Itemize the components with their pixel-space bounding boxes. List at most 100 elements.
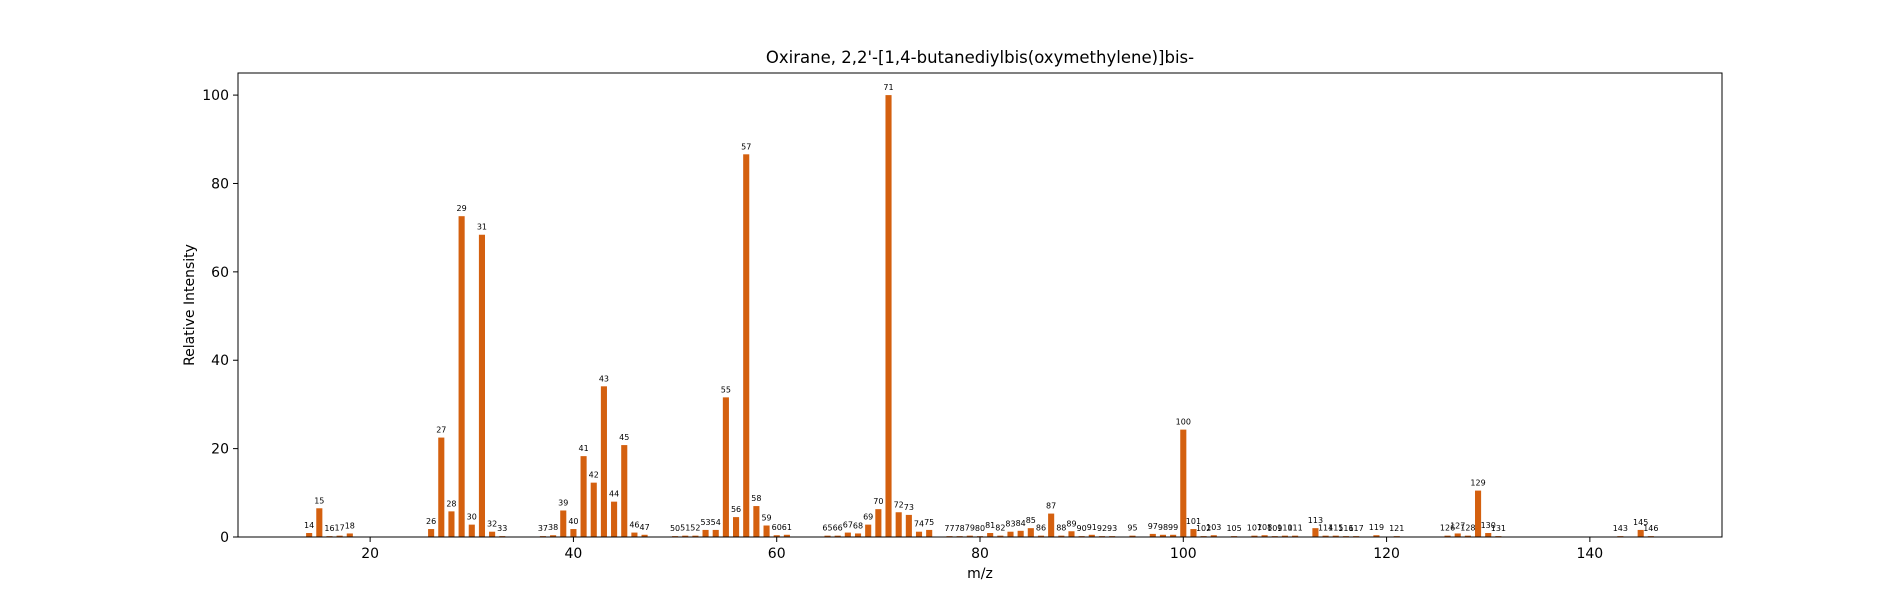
peak-bar-mz-66	[834, 535, 841, 537]
x-tick-label: 40	[565, 546, 583, 562]
peak-label-mz-74: 74	[914, 520, 924, 529]
peak-label-mz-27: 27	[436, 426, 446, 435]
peak-bar-mz-128	[1464, 535, 1471, 537]
peak-bar-mz-68	[854, 533, 862, 537]
peak-label-mz-32: 32	[487, 520, 497, 529]
peak-label-mz-98: 98	[1158, 523, 1168, 532]
peak-label-mz-40: 40	[568, 517, 578, 526]
peak-label-mz-37: 37	[538, 524, 548, 533]
peak-label-mz-111: 111	[1287, 524, 1302, 533]
peak-label-mz-95: 95	[1127, 524, 1137, 533]
y-tick-label: 60	[211, 265, 229, 281]
peak-label-mz-56: 56	[731, 505, 741, 514]
peak-bar-mz-98	[1159, 534, 1167, 537]
peak-label-mz-110: 110	[1277, 524, 1292, 533]
peak-bar-mz-72	[895, 512, 902, 537]
peak-bar-mz-26	[428, 529, 435, 537]
peak-label-mz-39: 39	[558, 498, 568, 507]
peak-label-mz-16: 16	[324, 524, 334, 533]
peak-label-mz-75: 75	[924, 518, 934, 527]
peak-label-mz-41: 41	[578, 444, 588, 453]
peak-bar-mz-126	[1444, 535, 1451, 537]
peak-bar-mz-65	[824, 535, 831, 537]
peak-label-mz-78: 78	[955, 524, 965, 533]
peak-label-mz-108: 108	[1257, 523, 1272, 532]
peak-bar-mz-130	[1485, 533, 1492, 537]
peak-label-mz-44: 44	[609, 490, 619, 499]
peak-bar-mz-119	[1373, 535, 1380, 537]
peak-label-mz-30: 30	[467, 513, 477, 522]
peak-bar-mz-29	[458, 216, 465, 537]
peak-label-mz-119: 119	[1369, 523, 1384, 532]
peak-bar-mz-15	[316, 508, 323, 537]
x-tick-label: 120	[1373, 546, 1400, 562]
peak-bar-mz-111	[1292, 535, 1299, 537]
peak-label-mz-89: 89	[1066, 519, 1076, 528]
x-tick-label: 140	[1576, 546, 1603, 562]
peak-bar-mz-145	[1637, 529, 1644, 537]
peak-bar-mz-14	[306, 533, 313, 537]
peak-label-mz-117: 117	[1348, 524, 1363, 533]
peak-label-mz-42: 42	[589, 471, 599, 480]
peak-label-mz-72: 72	[894, 500, 904, 509]
peak-label-mz-81: 81	[985, 521, 995, 530]
peak-label-mz-145: 145	[1633, 518, 1648, 527]
chart-title: Oxirane, 2,2'-[1,4-butanediylbis(oxymeth…	[766, 48, 1194, 67]
peak-bar-mz-97	[1149, 533, 1156, 537]
peak-label-mz-47: 47	[639, 523, 649, 532]
peak-label-mz-17: 17	[335, 524, 345, 533]
peak-bar-mz-46	[631, 532, 638, 537]
peak-bar-mz-57	[743, 154, 750, 537]
peak-bar-mz-91	[1088, 534, 1095, 537]
peak-label-mz-15: 15	[314, 496, 324, 505]
peak-label-mz-66: 66	[833, 524, 843, 533]
peak-label-mz-102: 102	[1196, 524, 1211, 533]
peak-label-mz-90: 90	[1077, 524, 1087, 533]
peak-bar-mz-83	[1007, 531, 1014, 537]
peak-label-mz-43: 43	[599, 374, 609, 383]
x-tick-label: 60	[768, 546, 786, 562]
y-tick-label: 40	[211, 353, 229, 369]
peak-label-mz-103: 103	[1206, 523, 1221, 532]
peak-bar-mz-17	[336, 535, 343, 537]
peak-label-mz-67: 67	[843, 521, 853, 530]
x-axis-ticks: 20 40 60 80 100 120 140	[361, 537, 1603, 562]
peak-label-mz-87: 87	[1046, 502, 1056, 511]
peak-label-mz-29: 29	[457, 204, 467, 213]
peak-bar-mz-129	[1475, 490, 1482, 537]
peak-bar-mz-89	[1068, 531, 1075, 537]
peak-bar-mz-108	[1261, 535, 1268, 537]
peak-label-mz-127: 127	[1450, 521, 1465, 530]
peak-label-mz-105: 105	[1226, 524, 1241, 533]
peak-bar-mz-107	[1251, 535, 1258, 537]
peak-label-mz-99: 99	[1168, 523, 1178, 532]
peak-bar-mz-81	[987, 533, 994, 537]
peak-bar-mz-99	[1170, 534, 1177, 537]
peak-label-mz-59: 59	[761, 514, 771, 523]
peak-label-mz-52: 52	[690, 524, 700, 533]
peak-bar-mz-86	[1037, 535, 1045, 537]
peak-bar-mz-54	[712, 529, 719, 537]
peak-label-mz-129: 129	[1470, 479, 1485, 488]
y-axis-ticks: 0 20 40 60 80 100	[202, 88, 238, 546]
peak-label-mz-69: 69	[863, 513, 873, 522]
peak-label-mz-143: 143	[1613, 524, 1628, 533]
peak-bar-mz-114	[1322, 535, 1329, 537]
y-tick-label: 20	[211, 442, 229, 458]
peak-bar-mz-59	[763, 525, 770, 537]
peak-label-mz-101: 101	[1186, 517, 1201, 526]
peak-label-mz-26: 26	[426, 517, 436, 526]
peak-bar-mz-101	[1190, 529, 1197, 537]
peak-label-mz-88: 88	[1056, 524, 1066, 533]
peak-label-mz-91: 91	[1087, 523, 1097, 532]
peak-label-mz-54: 54	[711, 518, 721, 527]
peak-label-mz-97: 97	[1148, 522, 1158, 531]
peak-bar-mz-52	[692, 535, 699, 537]
peak-bar-mz-113	[1312, 528, 1319, 537]
peak-label-mz-80: 80	[975, 524, 985, 533]
peak-bar-mz-75	[926, 529, 933, 537]
x-axis-label: m/z	[967, 566, 993, 582]
peak-labels-group: 14 15 16 17 18 26 27 28 29 30 31 32 33 37 38 39 40 41 42 43…	[304, 83, 1658, 533]
peak-label-mz-31: 31	[477, 223, 487, 232]
